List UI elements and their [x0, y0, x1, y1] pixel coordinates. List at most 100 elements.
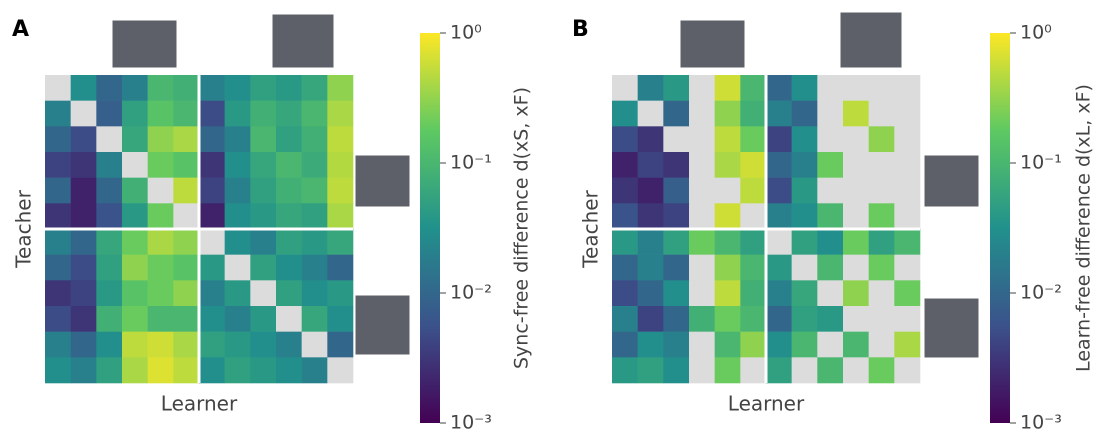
- heatmap-cell: [276, 178, 302, 204]
- heatmap-cell: [843, 75, 869, 101]
- thumbnail: [272, 14, 334, 68]
- heatmap-cell: [869, 306, 895, 332]
- heatmap-cell: [173, 229, 199, 255]
- heatmap-cell: [792, 126, 818, 152]
- heatmap-cell: [766, 152, 792, 178]
- heatmap-cell: [71, 306, 97, 332]
- heatmap-cell: [173, 255, 199, 281]
- heatmap-cell: [71, 178, 97, 204]
- heatmap-cell: [689, 75, 715, 101]
- heatmap-cell: [740, 203, 766, 229]
- heatmap-cell: [792, 178, 818, 204]
- heatmap-cell: [689, 126, 715, 152]
- heatmap-cell: [225, 255, 251, 281]
- heatmap-cell: [45, 178, 71, 204]
- heatmap-cell: [817, 152, 843, 178]
- heatmap-cell: [766, 178, 792, 204]
- heatmap-cell: [96, 306, 122, 332]
- heatmap-cell: [96, 178, 122, 204]
- heatmap-cell: [612, 280, 638, 306]
- heatmap-cell: [792, 152, 818, 178]
- heatmap-cell: [327, 178, 353, 204]
- colorbar-tick-label: 10⁻¹: [1020, 152, 1062, 174]
- heatmap-cell: [96, 203, 122, 229]
- heatmap-cell: [122, 255, 148, 281]
- heatmap-cell: [327, 203, 353, 229]
- heatmap-cell: [740, 126, 766, 152]
- heatmap-cell: [843, 178, 869, 204]
- heatmap-cell: [843, 332, 869, 358]
- heatmap-cell: [817, 178, 843, 204]
- heatmap-cell: [45, 229, 71, 255]
- heatmap-cell: [96, 126, 122, 152]
- heatmap-cell: [740, 152, 766, 178]
- heatmap-cell: [122, 152, 148, 178]
- colorbar-tick-label: 10⁰: [1020, 22, 1052, 44]
- heatmap-cell: [869, 357, 895, 383]
- heatmap-cell: [276, 357, 302, 383]
- heatmap-cell: [612, 152, 638, 178]
- heatmap-cell: [843, 203, 869, 229]
- heatmap-cell: [612, 126, 638, 152]
- heatmap-cell: [638, 203, 664, 229]
- heatmap-cell: [663, 229, 689, 255]
- heatmap-cell: [327, 101, 353, 127]
- heatmap-cell: [225, 306, 251, 332]
- heatmap-cell: [689, 255, 715, 281]
- heatmap-cell: [199, 229, 225, 255]
- heatmap-cell: [148, 332, 174, 358]
- heatmap-cell: [638, 357, 664, 383]
- heatmap-cell: [71, 255, 97, 281]
- heatmap-cell: [663, 152, 689, 178]
- heatmap-cell: [45, 332, 71, 358]
- heatmap-cell: [225, 152, 251, 178]
- heatmap-cell: [250, 75, 276, 101]
- heatmap-cell: [638, 306, 664, 332]
- heatmap-cell: [96, 280, 122, 306]
- heatmap-cell: [843, 357, 869, 383]
- heatmap-cell: [327, 357, 353, 383]
- heatmap-cell: [612, 332, 638, 358]
- heatmap-cell: [689, 357, 715, 383]
- heatmap-cell: [663, 357, 689, 383]
- heatmap-cell: [689, 178, 715, 204]
- heatmap-cell: [327, 75, 353, 101]
- heatmap-cell: [740, 332, 766, 358]
- heatmap-cell: [894, 306, 920, 332]
- thumbnail: [924, 298, 979, 358]
- heatmap-cell: [843, 306, 869, 332]
- heatmap-cell: [663, 280, 689, 306]
- heatmap-cell: [715, 178, 741, 204]
- heatmap-cell: [869, 126, 895, 152]
- heatmap-cell: [869, 152, 895, 178]
- heatmap-cell: [199, 306, 225, 332]
- heatmap-cell: [612, 306, 638, 332]
- heatmap-cell: [45, 357, 71, 383]
- heatmap-cell: [817, 306, 843, 332]
- heatmap-cell: [715, 152, 741, 178]
- heatmap-cell: [96, 229, 122, 255]
- heatmap-cell: [894, 357, 920, 383]
- heatmap-cell: [766, 255, 792, 281]
- heatmap-cell: [327, 306, 353, 332]
- heatmap-cell: [199, 280, 225, 306]
- heatmap-cell: [45, 75, 71, 101]
- heatmap-cell: [612, 203, 638, 229]
- colorbar-tick-label: 10⁻²: [450, 282, 492, 304]
- heatmap-cell: [250, 280, 276, 306]
- heatmap-cell: [173, 332, 199, 358]
- heatmap-cell: [766, 306, 792, 332]
- heatmap-cell: [71, 203, 97, 229]
- heatmap-cell: [302, 203, 328, 229]
- heatmap-cell: [276, 203, 302, 229]
- heatmap-cell: [148, 357, 174, 383]
- heatmap-cell: [276, 126, 302, 152]
- heatmap-cell: [225, 280, 251, 306]
- heatmap-cell: [148, 75, 174, 101]
- heatmap-cell: [766, 126, 792, 152]
- heatmap-cell: [71, 126, 97, 152]
- heatmap-cell: [250, 306, 276, 332]
- heatmap-cell: [894, 178, 920, 204]
- heatmap-cell: [740, 101, 766, 127]
- heatmap-cell: [45, 126, 71, 152]
